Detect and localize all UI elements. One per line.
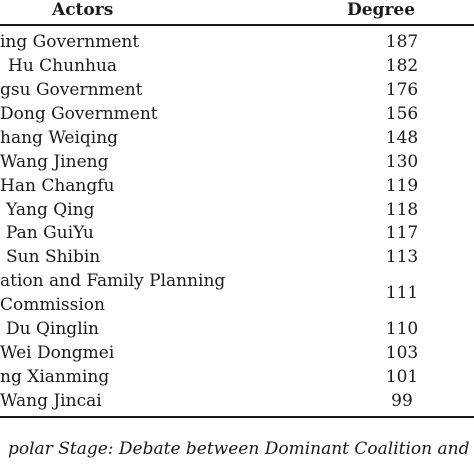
degree-value: 182 [385,56,419,76]
column-header-actors: Actors [52,0,114,20]
degree-value: 110 [385,319,419,339]
degree-value: 99 [391,391,413,411]
actor-name: hang Weiqing [0,128,119,148]
actor-name-line1: ation and Family Planning [0,271,226,291]
degree-value: 103 [385,343,419,363]
actor-name: ng Xianming [0,367,110,387]
actor-name: ing Government [0,32,140,52]
degree-value: 118 [385,200,419,220]
actor-name: Hu Chunhua [8,56,118,76]
degree-value: 111 [385,283,419,303]
actor-name: Pan GuiYu [6,223,94,243]
column-header-degree: Degree [347,0,416,20]
bottom-rule [0,416,474,418]
degree-value: 148 [385,128,419,148]
degree-value: 119 [385,176,419,196]
actor-name: Han Changfu [0,176,115,196]
actor-name-line2: Commission [0,295,105,315]
header-rule [0,24,474,26]
degree-value: 176 [385,80,419,100]
degree-value: 156 [385,104,419,124]
actor-name: Yang Qing [6,200,95,220]
degree-value: 187 [385,32,419,52]
actor-name: Dong Government [0,104,158,124]
degree-value: 101 [385,367,419,387]
table-caption: polar Stage: Debate between Dominant Coa… [8,439,474,459]
actor-name: Du Qinglin [6,319,100,339]
actor-name: Wei Dongmei [0,343,115,363]
actor-name: gsu Government [0,80,143,100]
actor-name: Wang Jincai [0,391,102,411]
degree-value: 130 [385,152,419,172]
degree-value: 113 [385,247,419,267]
degree-value: 117 [385,223,419,243]
actor-name: Sun Shibin [6,247,101,267]
actor-name: Wang Jineng [0,152,109,172]
